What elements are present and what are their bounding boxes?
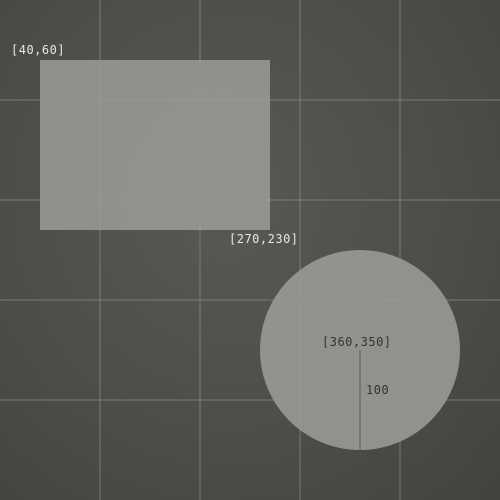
rectangle-top-left-label: [40,60]	[11, 43, 66, 57]
circle-radius-label: 100	[366, 383, 390, 397]
rectangle-shape	[40, 60, 270, 230]
circle-center-label: [360,350]	[322, 335, 392, 349]
rectangle-bottom-right-label: [270,230]	[229, 232, 299, 246]
